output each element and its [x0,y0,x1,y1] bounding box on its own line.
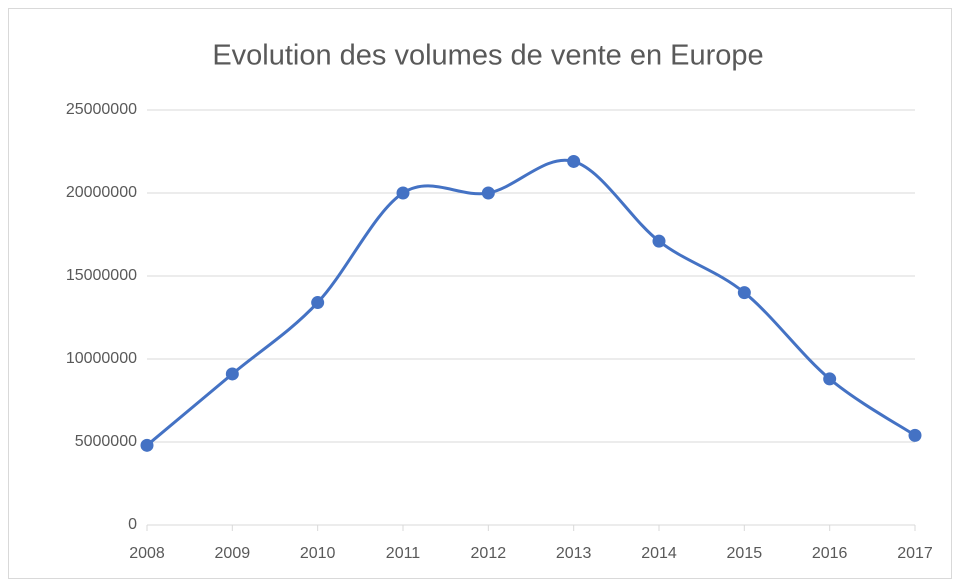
x-tick-label: 2013 [556,545,592,562]
x-tick-label: 2010 [300,545,336,562]
chart-title: Evolution des volumes de vente en Europe [212,40,763,72]
y-tick-label: 25000000 [66,101,137,118]
data-point [396,186,410,200]
data-point [140,438,154,452]
series-line [146,158,916,447]
data-point [908,428,922,442]
x-tick-label: 2009 [215,545,251,562]
x-tick-label: 2016 [812,545,848,562]
data-point [823,372,837,386]
data-point [311,296,325,310]
chart-border [8,8,952,579]
x-tick-label: 2017 [897,545,933,562]
x-tick-label: 2011 [386,545,421,562]
data-point [225,367,239,381]
x-tick-label: 2012 [471,545,507,562]
x-tick-label: 2015 [727,545,763,562]
y-tick-label: 0 [128,516,137,533]
y-tick-label: 20000000 [66,184,137,201]
y-tick-label: 15000000 [66,267,137,284]
data-point [737,286,751,300]
y-tick-label: 10000000 [66,350,137,367]
data-point [652,234,666,248]
x-tick-label: 2014 [641,545,677,562]
data-point [567,154,581,168]
y-tick-label: 5000000 [75,433,137,450]
data-point [481,186,495,200]
x-tick-label: 2008 [129,545,165,562]
